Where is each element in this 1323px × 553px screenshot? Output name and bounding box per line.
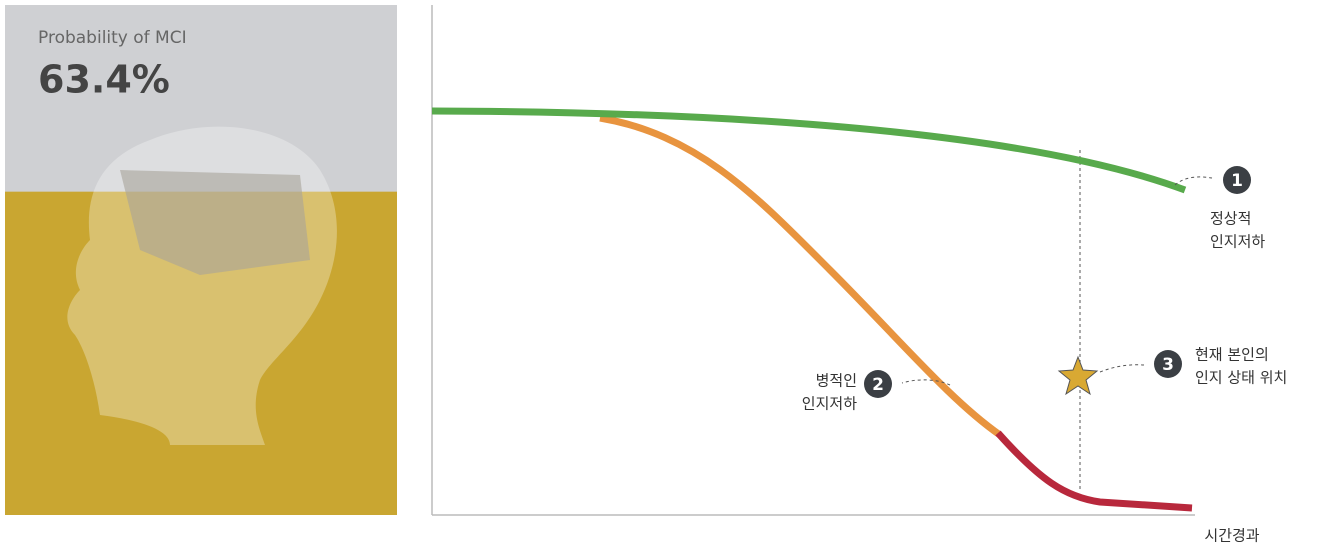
marker-label: 인지 상태 위치: [1195, 369, 1287, 387]
puzzle-brain: [120, 170, 310, 275]
marker-label: 인지저하: [802, 395, 857, 413]
panel-title: Probability of MCI: [38, 28, 187, 48]
normal-curve: [431, 107, 1187, 194]
x-axis-label: 시간경과: [1204, 527, 1259, 545]
marker-circle: [864, 370, 892, 398]
marker-number: 3: [1162, 355, 1174, 375]
current-star: [1057, 355, 1099, 396]
pathological-curve: [599, 114, 1003, 438]
arrow-2: [901, 379, 951, 386]
marker-circle: [1223, 166, 1251, 194]
arrow-3: [1099, 364, 1145, 373]
marker-number: 1: [1231, 171, 1243, 191]
marker-label: 병적인: [816, 372, 857, 390]
marker-circle: [1154, 350, 1182, 378]
marker-label: 정상적: [1210, 210, 1251, 228]
probability-label: 63.4%: [38, 58, 170, 102]
marker-label: 현재 본인의: [1195, 346, 1269, 364]
arrow-1: [1174, 176, 1213, 186]
marker-label: 인지저하: [1210, 233, 1265, 251]
pathological-curve-late: [995, 430, 1193, 512]
marker-number: 2: [872, 375, 884, 395]
